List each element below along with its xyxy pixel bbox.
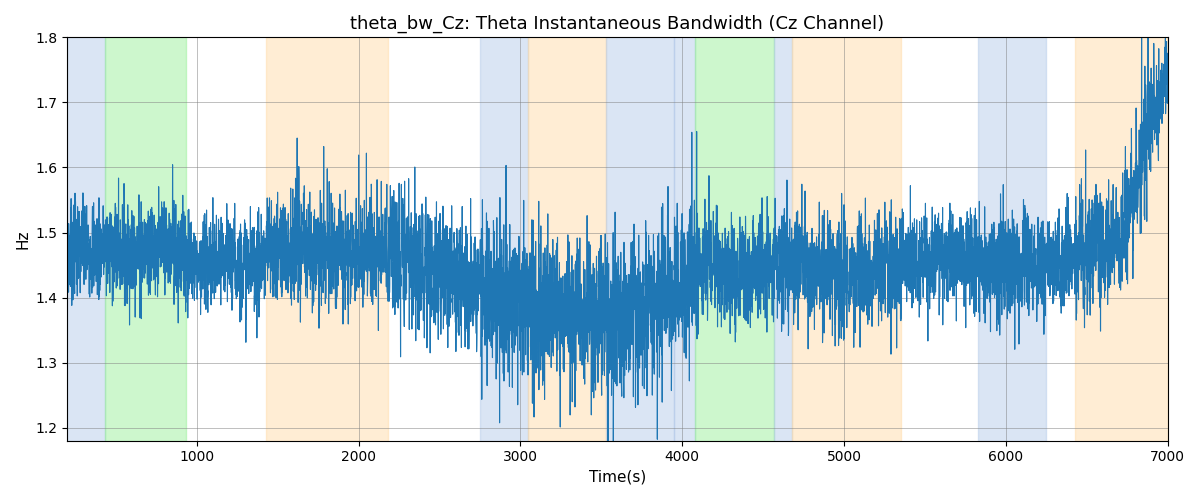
Bar	[674, 38, 695, 440]
Bar	[978, 38, 1046, 440]
Bar	[528, 38, 606, 440]
Bar	[606, 38, 674, 440]
Bar	[266, 38, 388, 440]
Bar	[67, 38, 104, 440]
Bar	[774, 38, 792, 440]
Bar	[104, 38, 186, 440]
X-axis label: Time(s): Time(s)	[589, 470, 646, 485]
Bar	[1075, 38, 1168, 440]
Bar	[480, 38, 528, 440]
Title: theta_bw_Cz: Theta Instantaneous Bandwidth (Cz Channel): theta_bw_Cz: Theta Instantaneous Bandwid…	[350, 15, 884, 34]
Y-axis label: Hz: Hz	[16, 230, 30, 249]
Bar	[792, 38, 900, 440]
Bar	[695, 38, 774, 440]
